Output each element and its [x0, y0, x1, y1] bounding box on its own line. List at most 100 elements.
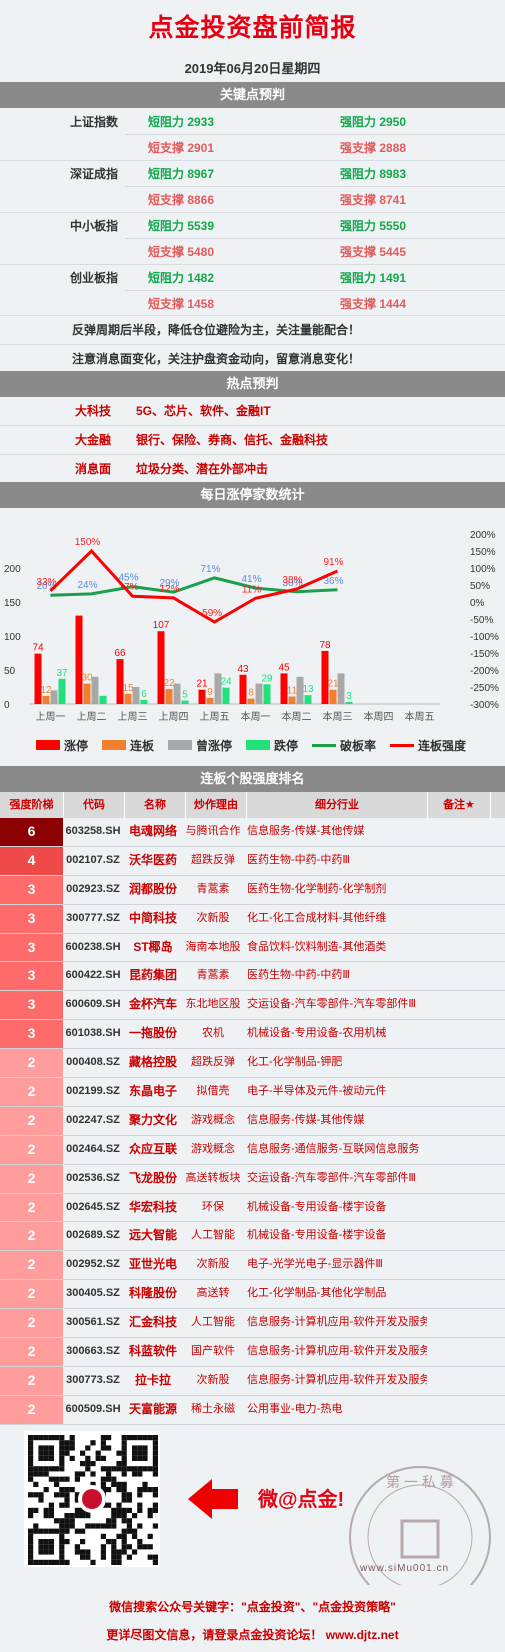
reason-cell: 环保: [202, 1200, 224, 1213]
reason-cell: 国产软件: [191, 1345, 235, 1358]
legend-swatch: [390, 744, 414, 747]
hot-key: 消息面: [75, 462, 112, 476]
y-right-tick: -100%: [470, 632, 499, 643]
name-cell: 亚世光电: [128, 1257, 177, 1272]
bar-label: 6: [141, 689, 147, 700]
name-cell: 远大智能: [128, 1228, 177, 1243]
name-cell: 飞龙股份: [128, 1170, 177, 1185]
note-cell: [427, 1396, 489, 1424]
code-cell: 002199.SZ: [66, 1085, 120, 1098]
name-cell: 天富能源: [128, 1401, 177, 1416]
industry-cell: 电子-半导体及元件-被动元件: [247, 1085, 387, 1098]
y-right-tick: 100%: [470, 564, 496, 575]
bar-跌停: [345, 701, 353, 704]
line-label: 12%: [159, 584, 179, 595]
name-cell: 金杯汽车: [128, 997, 177, 1012]
reason-cell: 超跌反弹: [191, 1056, 235, 1069]
forum-hint: 更详尽图文信息，请登录点金投资论坛！ www.djtz.net: [106, 1628, 399, 1642]
line-label: -59%: [199, 608, 222, 619]
divider: [125, 134, 505, 135]
reason-cell: 稀土永磁: [191, 1402, 235, 1415]
chart-svg: 200 150 100 50 0 200% 150% 100% 50% 0% -50% -100% -1…: [4, 530, 499, 753]
reason-cell: 次新股: [196, 1373, 230, 1386]
table-row: 2 002645.SZ 华宏科技 环保 机械设备-专用设备-楼宇设备: [0, 1193, 505, 1223]
reason-cell: 青蒿素: [196, 882, 230, 895]
note-cell: [427, 1165, 489, 1193]
level-cell: 2: [0, 1106, 63, 1135]
table-row: 3 600609.SH 金杯汽车 东北地区股 交运设备-汽车零部件-汽车零部件Ⅲ: [0, 991, 505, 1021]
table-header: 强度阶梯 代码 名称 炒作理由 细分行业 备注★: [0, 792, 505, 818]
bar-涨停: [75, 615, 83, 704]
hot-row: 大金融 银行、保险、券商、信托、金融科技: [0, 425, 505, 454]
note-cell: [427, 1280, 489, 1308]
footer-graphics: 第 一 私 募: [24, 1430, 491, 1608]
industry-cell: 医药生物-化学制药-化学制剂: [247, 882, 387, 895]
bar-label: 21: [327, 679, 339, 690]
bar-label: 12: [40, 685, 52, 696]
x-tick-label: 本周四: [364, 710, 394, 723]
table-row: 2 002247.SZ 聚力文化 游戏概念 信息服务-传媒-其他传媒: [0, 1106, 505, 1136]
y-right-tick: -250%: [470, 683, 499, 694]
code-cell: 300561.SZ: [66, 1316, 120, 1329]
level-cell: 2: [0, 1164, 63, 1193]
bar-跌停: [140, 699, 148, 704]
code-cell: 600509.SH: [65, 1402, 121, 1415]
code-cell: 600609.SH: [65, 998, 121, 1011]
index-name: 上证指数: [70, 115, 119, 129]
industry-cell: 信息服务-计算机应用-软件开发及服务: [247, 1345, 427, 1358]
code-cell: 601038.SH: [65, 1027, 121, 1040]
note-cell: [427, 1338, 489, 1366]
bar-连板: [83, 683, 91, 704]
bar-曾涨停: [132, 687, 140, 704]
table-row: 3 600238.SH ST椰岛 海南本地股 食品饮料-饮料制造-其他酒类: [0, 933, 505, 963]
y-left-tick: 50: [4, 666, 16, 677]
short-resistance: 短阻力 5539: [148, 219, 215, 233]
bar-label: 3: [346, 691, 352, 702]
line-连板强度: [49, 548, 339, 624]
note-cell: [427, 1367, 489, 1395]
bar-涨停: [239, 674, 247, 704]
name-cell: 汇金科技: [128, 1315, 177, 1330]
bar-跌停: [58, 678, 66, 704]
table-row: 2 600509.SH 天富能源 稀土永磁 公用事业-电力-热电: [0, 1395, 505, 1425]
line-label: 33%: [36, 577, 56, 588]
note-cell: [427, 847, 489, 875]
legend-label: 跌停: [274, 738, 298, 753]
col-level: 强度阶梯: [0, 792, 64, 818]
bar-涨停: [280, 673, 288, 704]
bar-label: 11: [287, 686, 298, 697]
short-resistance: 短阻力 1482: [148, 271, 215, 285]
bar-涨停: [34, 653, 42, 704]
line-label: 20%: [36, 581, 56, 592]
level-cell: 2: [0, 1338, 63, 1366]
note-cell: [427, 1251, 489, 1279]
table-row: 2 002689.SZ 远大智能 人工智能 机械设备-专用设备-楼宇设备: [0, 1222, 505, 1252]
bar-跌停: [181, 700, 189, 704]
hot-list: 大科技 5G、芯片、软件、金融IT 大金融 银行、保险、券商、信托、金融科技 消息面…: [0, 397, 505, 482]
note-cell: [427, 905, 489, 933]
line-label: 45%: [118, 573, 138, 584]
kp-resistance-row: 创业板指 短阻力 1482 强阻力 1491: [0, 264, 505, 292]
short-support: 短支撑 2901: [148, 141, 215, 155]
y-left-tick: 150: [4, 598, 21, 609]
industry-cell: 信息服务-传媒-其他传媒: [247, 1113, 365, 1126]
note-cell: [427, 1107, 489, 1135]
code-cell: 002923.SZ: [66, 882, 120, 895]
bar-连板: [42, 695, 50, 704]
level-cell: 2: [0, 1309, 63, 1338]
level-cell: 3: [0, 991, 63, 1020]
name-cell: 华宏科技: [128, 1199, 177, 1214]
industry-cell: 交运设备-汽车零部件-汽车零部件Ⅲ: [247, 998, 416, 1011]
kp-support-row: 短支撑 2901 强支撑 2888: [0, 134, 505, 162]
bar-label: 78: [319, 640, 331, 651]
code-cell: 600422.SH: [65, 969, 121, 982]
reason-cell: 游戏概念: [191, 1142, 235, 1155]
industry-cell: 机械设备-专用设备-楼宇设备: [247, 1229, 387, 1242]
reason-cell: 农机: [202, 1027, 224, 1040]
reason-cell: 与腾讯合作: [185, 825, 241, 837]
kp-support-row: 短支撑 5480 强支撑 5445: [0, 238, 505, 266]
industry-cell: 医药生物-中药-中药Ⅲ: [247, 853, 350, 866]
industry-cell: 食品饮料-饮料制造-其他酒类: [247, 940, 387, 953]
y-right-tick: 200%: [470, 530, 496, 541]
industry-cell: 信息服务-计算机应用-软件开发及服务: [247, 1373, 427, 1386]
